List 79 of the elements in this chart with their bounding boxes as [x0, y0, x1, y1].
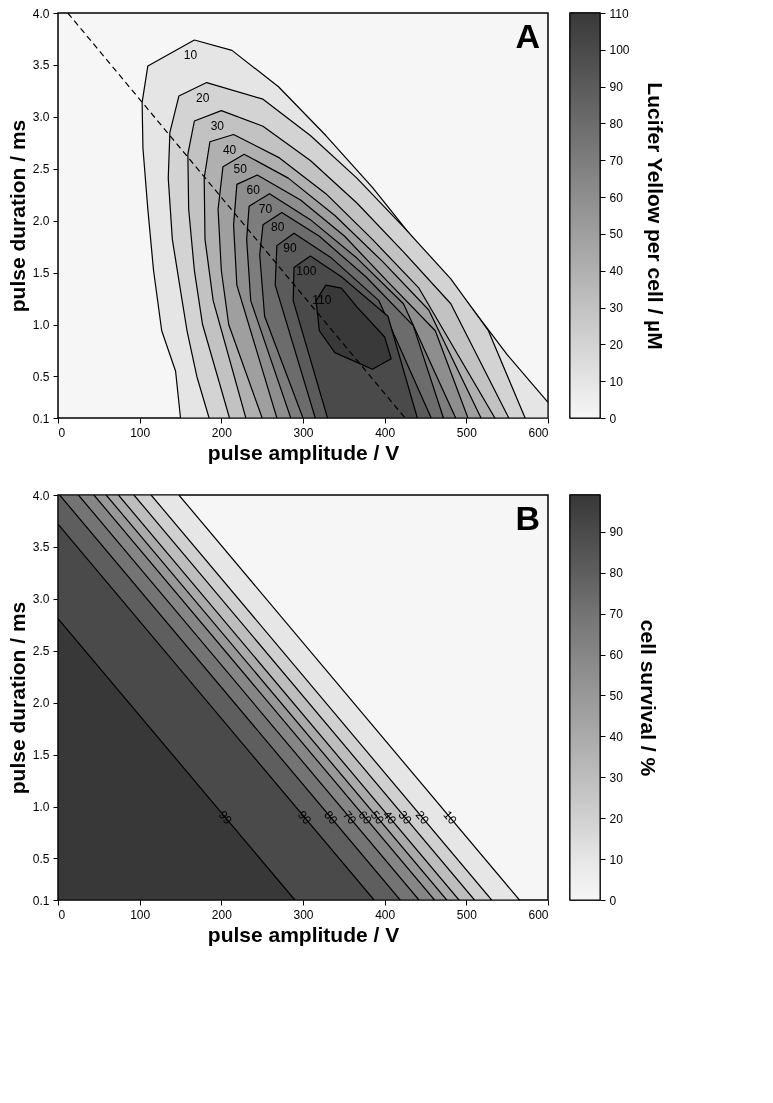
x-tick-label: 100: [130, 425, 151, 440]
y-tick-label: 4.0: [32, 488, 50, 503]
x-tick-label: 200: [211, 425, 233, 440]
color-bar-label: 70: [609, 153, 624, 168]
text: 80: [321, 807, 341, 828]
y-tick-label: 1.0: [32, 318, 50, 333]
x-tick-label: 400: [375, 907, 396, 922]
x-tick-label: 500: [456, 907, 478, 922]
series-label: 90: [283, 241, 298, 256]
color-bar-label: 40: [609, 729, 624, 744]
x-tick-label: 0: [58, 907, 66, 922]
y-tick-label: 3.5: [32, 540, 50, 555]
color-bar-label: 30: [609, 770, 624, 785]
y-tick-label: 3.0: [32, 110, 50, 125]
series-label: 70: [339, 807, 360, 828]
x-tick-label: 300: [293, 907, 314, 922]
y-tick-label: 1.0: [32, 800, 50, 815]
y-tick-label: 2.0: [32, 696, 50, 711]
x-tick-label: 600: [528, 425, 549, 440]
color-bar-label: 90: [609, 80, 624, 95]
x-tick-label: 100: [130, 907, 151, 922]
x-tick-label: 500: [456, 425, 478, 440]
series-label: 60: [246, 183, 261, 197]
series-label: 50: [233, 162, 248, 177]
y-tick-label: 4.0: [32, 6, 50, 21]
annotation: B: [515, 499, 540, 537]
color-bar-label: 10: [609, 374, 624, 389]
text: 99: [215, 807, 236, 828]
color-bar-label: 50: [609, 227, 624, 242]
color-bar-label: 60: [609, 648, 624, 663]
color-bar-label: 50: [609, 688, 624, 703]
x-tick-label: 200: [211, 907, 233, 922]
x-axis-title: pulse amplitude / V: [207, 440, 400, 464]
color-bar-label: 20: [609, 811, 624, 826]
text: 90: [295, 807, 315, 828]
x-tick-label: 600: [528, 907, 549, 922]
color-bar-label: 10: [609, 852, 624, 867]
x-tick-label: 0: [58, 425, 66, 440]
series-label: 100: [296, 264, 317, 278]
color-bar-label: 30: [609, 301, 624, 316]
annotation: A: [515, 17, 540, 55]
x-tick-label: 300: [293, 425, 314, 440]
y-axis-title: pulse duration / ms: [5, 601, 29, 795]
y-tick-label: 2.0: [32, 214, 50, 229]
series-label: 70: [258, 201, 273, 216]
color-bar-label: 110: [609, 6, 629, 21]
y-tick-label: 3.0: [32, 592, 50, 607]
color-bar-label: 20: [609, 337, 624, 352]
color-bar-label: 0: [609, 893, 617, 908]
y-tick-label: 0.5: [32, 369, 50, 384]
y-tick-label: 1.5: [32, 748, 50, 763]
color-bar-label: 80: [609, 566, 624, 581]
series-label: 10: [440, 807, 460, 828]
series-label: 10: [183, 48, 198, 62]
y-tick-label: 0.5: [32, 851, 50, 866]
x-tick-label: 400: [375, 425, 396, 440]
y-axis-title: pulse duration / ms: [5, 119, 29, 313]
color-bar-label: 100: [609, 43, 630, 58]
y-tick-label: 0.1: [32, 893, 50, 908]
y-tick-label: 3.5: [32, 58, 50, 73]
series-label: 30: [210, 118, 225, 133]
y-tick-label: 1.5: [32, 266, 50, 281]
y-tick-label: 2.5: [32, 644, 50, 659]
color-bar-label: 90: [609, 525, 624, 540]
color-bar-title: Lucifer Yellow per cell / µM: [643, 82, 667, 350]
y-tick-label: 0.1: [32, 411, 50, 426]
color-bar-label: 70: [609, 607, 624, 622]
color-bar-label: 40: [609, 264, 624, 279]
x-axis-title: pulse amplitude / V: [207, 922, 400, 946]
color-bar-title: cell survival / %: [636, 619, 660, 777]
color-bar-label: 80: [609, 116, 624, 131]
series-label: 20: [195, 90, 210, 105]
text: 20: [412, 807, 433, 828]
y-tick-label: 2.5: [32, 162, 50, 177]
series-label: 40: [222, 142, 237, 157]
series-label: 110: [312, 293, 332, 308]
color-bar-label: 0: [609, 411, 617, 426]
color-bar-label: 60: [609, 190, 624, 205]
series-label: 80: [271, 220, 285, 235]
